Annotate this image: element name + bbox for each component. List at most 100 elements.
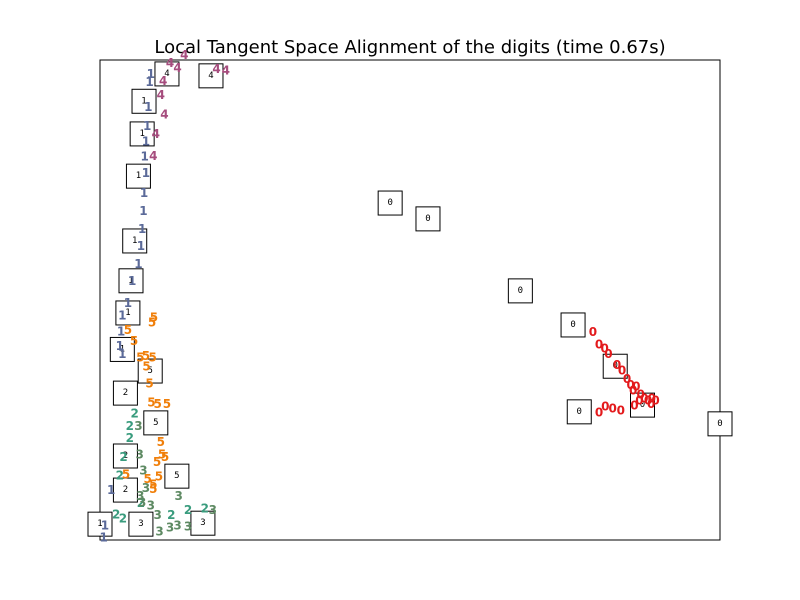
thumbnail-frame xyxy=(118,268,144,294)
digit-point-5: 5 xyxy=(145,377,153,391)
digit-point-3: 3 xyxy=(155,524,163,538)
digit-point-0: 0 xyxy=(632,379,640,393)
thumbnail-frame xyxy=(560,312,586,338)
digit-point-5: 5 xyxy=(157,435,165,449)
digit-point-0: 0 xyxy=(647,397,655,411)
digit-point-0: 0 xyxy=(627,378,635,392)
thumbnail-frame xyxy=(112,477,138,503)
digit-point-5: 5 xyxy=(150,310,158,324)
digit-point-5: 5 xyxy=(130,334,138,348)
thumbnail-digit: 0 xyxy=(387,198,392,208)
thumbnail-frame xyxy=(131,88,157,114)
thumbnail-frame xyxy=(122,228,148,254)
digit-point-3: 3 xyxy=(134,419,142,433)
digit-point-2: 2 xyxy=(201,501,209,515)
thumbnail-digit: 1 xyxy=(128,276,133,286)
digit-thumbnail-1: 1 xyxy=(125,163,151,189)
digit-point-5: 5 xyxy=(142,349,150,363)
thumbnail-digit: 0 xyxy=(570,320,575,330)
digit-point-1: 1 xyxy=(137,239,145,253)
digit-thumbnail-2: 2 xyxy=(112,380,138,406)
digit-point-1: 1 xyxy=(147,67,155,81)
thumbnail-frame xyxy=(377,190,403,216)
thumbnail-digit: 0 xyxy=(518,286,523,296)
thumbnail-digit: 3 xyxy=(200,518,205,528)
digit-point-3: 3 xyxy=(138,496,146,510)
thumbnail-frame xyxy=(154,61,180,87)
thumbnail-frame xyxy=(164,463,190,489)
digit-point-0: 0 xyxy=(595,338,603,352)
thumbnail-digit: 1 xyxy=(132,236,137,246)
digit-point-0: 0 xyxy=(644,393,652,407)
digit-point-4: 4 xyxy=(222,64,230,78)
digit-point-0: 0 xyxy=(613,358,621,372)
thumbnail-digit: 1 xyxy=(141,96,146,106)
digit-point-5: 5 xyxy=(161,450,169,464)
digit-point-0: 0 xyxy=(630,399,638,413)
digit-thumbnail-0: 0 xyxy=(707,411,733,437)
thumbnail-digit: 3 xyxy=(138,519,143,529)
thumbnail-frame xyxy=(125,163,151,189)
thumbnail-frame xyxy=(566,399,592,425)
thumbnail-frame xyxy=(129,121,155,147)
digit-thumbnail-4: 4 xyxy=(198,63,224,89)
digit-point-3: 3 xyxy=(153,508,161,522)
digit-point-0: 0 xyxy=(617,403,625,417)
digit-point-1: 1 xyxy=(140,186,148,200)
digit-point-1: 1 xyxy=(128,274,136,288)
digit-point-0: 0 xyxy=(648,391,656,405)
digit-thumbnail-0: 0 xyxy=(415,206,441,232)
digit-point-4: 4 xyxy=(180,48,188,62)
thumbnail-frame xyxy=(115,300,141,326)
digit-point-4: 4 xyxy=(159,74,167,88)
digit-point-5: 5 xyxy=(153,397,161,411)
thumbnail-digit: 0 xyxy=(640,400,645,410)
thumbnail-digit: 5 xyxy=(174,471,179,481)
thumbnail-digit: 0 xyxy=(717,419,722,429)
digit-point-2: 2 xyxy=(126,419,134,433)
thumbnail-digit: 1 xyxy=(139,129,144,139)
digit-point-1: 1 xyxy=(124,296,132,310)
digit-point-5: 5 xyxy=(144,472,152,486)
digit-point-2: 2 xyxy=(131,406,139,420)
digit-thumbnail-5: 5 xyxy=(164,463,190,489)
digit-point-2: 2 xyxy=(119,450,127,464)
thumbnail-digit: 2 xyxy=(123,388,128,398)
thumbnail-frame xyxy=(87,511,113,537)
digit-point-2: 2 xyxy=(167,508,175,522)
digit-point-0: 0 xyxy=(651,393,659,407)
digit-point-2: 2 xyxy=(112,508,120,522)
digit-point-3: 3 xyxy=(166,521,174,535)
thumbnail-frame xyxy=(109,336,135,362)
thumbnail-frame xyxy=(198,63,224,89)
digit-thumbnail-1: 1 xyxy=(122,228,148,254)
digit-thumbnail-1: 1 xyxy=(109,336,135,362)
digit-point-1: 1 xyxy=(143,119,151,133)
digit-thumbnail-1: 1 xyxy=(129,121,155,147)
digit-point-2: 2 xyxy=(116,469,124,483)
digit-thumbnail-0: 0 xyxy=(507,278,533,304)
digit-point-4: 4 xyxy=(149,149,157,163)
digit-thumbnail-1: 1 xyxy=(118,268,144,294)
digit-point-4: 4 xyxy=(152,127,160,141)
digit-point-1: 1 xyxy=(142,135,150,149)
digit-thumbnail-4: 4 xyxy=(154,61,180,87)
digit-point-4: 4 xyxy=(212,62,220,76)
thumbnail-digit: 0 xyxy=(577,407,582,417)
digit-point-1: 1 xyxy=(118,347,126,361)
digit-point-0: 0 xyxy=(629,384,637,398)
digit-thumbnail-0: 0 xyxy=(566,399,592,425)
digit-point-4: 4 xyxy=(173,61,181,75)
thumbnail-frame xyxy=(137,358,163,384)
digit-point-4: 4 xyxy=(160,108,168,122)
thumbnail-frame xyxy=(630,392,655,418)
digit-point-1: 1 xyxy=(144,100,152,114)
thumbnail-digit: 2 xyxy=(123,485,128,495)
digit-point-1: 1 xyxy=(138,222,146,236)
thumbnail-digit: 1 xyxy=(97,519,102,529)
digit-point-0: 0 xyxy=(640,391,648,405)
thumbnail-digit: 0 xyxy=(425,214,430,224)
digit-point-5: 5 xyxy=(155,470,163,484)
